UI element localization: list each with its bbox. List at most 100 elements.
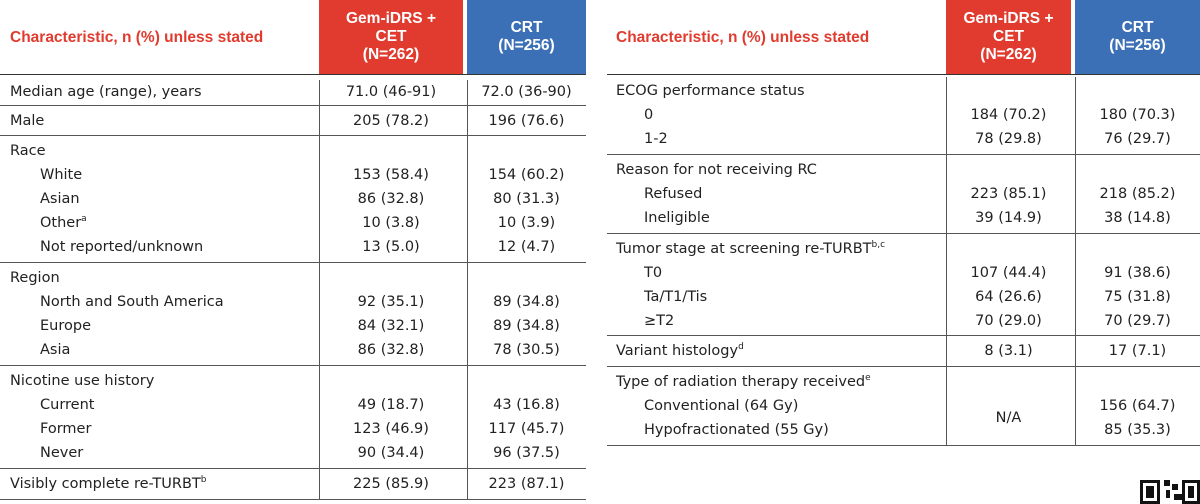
table-row: Variant histologyd 8 (3.1) 17 (7.1) xyxy=(607,339,1200,363)
row-label: Variant histologyd xyxy=(616,339,744,363)
characteristic-header: Characteristic, n (%) unless stated xyxy=(10,29,264,46)
row-label-text: Hypofractionated (55 Gy) xyxy=(644,422,829,438)
row-label-text: Tumor stage at screening re-TURBT xyxy=(616,241,872,257)
row-label-text: Male xyxy=(10,113,45,129)
row-label: Never xyxy=(40,441,83,465)
table-row: Refused 223 (85.1) 218 (85.2) xyxy=(607,182,1200,206)
value-gem-idrs-cet: 223 (85.1) xyxy=(970,186,1047,202)
row-label-text: Nicotine use history xyxy=(10,373,155,389)
footnote-marker: b,c xyxy=(871,240,886,250)
column-divider xyxy=(1075,336,1076,366)
row-label: Europe xyxy=(40,314,91,338)
row-label-text: Never xyxy=(40,445,84,461)
row-label: Median age (range), years xyxy=(10,80,202,104)
row-label: Ta/T1/Tis xyxy=(644,285,707,309)
footnote-marker: b xyxy=(200,475,207,485)
value-crt: 38 (14.8) xyxy=(1104,210,1171,226)
footnote-marker: a xyxy=(81,214,87,224)
value-crt: 43 (16.8) xyxy=(493,397,560,413)
table-row: 1-2 78 (29.8) 76 (29.7) xyxy=(607,127,1200,151)
arm-header-gem-idrs-cet: Gem-iDRS + CET (N=262) xyxy=(946,0,1071,74)
column-divider xyxy=(1075,77,1076,154)
row-label-text: 1-2 xyxy=(644,131,668,147)
row-label-text: White xyxy=(40,167,83,183)
value-crt: 96 (37.5) xyxy=(493,445,560,461)
row-label-text: Refused xyxy=(644,186,703,202)
row-label: Male xyxy=(10,109,44,133)
table-row: Not reported/unknown 13 (5.0) 12 (4.7) xyxy=(0,235,586,259)
value-crt: 76 (29.7) xyxy=(1104,131,1171,147)
value-crt: 78 (30.5) xyxy=(493,342,560,358)
row-label: T0 xyxy=(644,261,662,285)
column-divider xyxy=(467,106,468,135)
value-crt: 117 (45.7) xyxy=(488,421,565,437)
table-row: Ineligible 39 (14.9) 38 (14.8) xyxy=(607,206,1200,230)
table-section: Tumor stage at screening re-TURBTb,c T0 10… xyxy=(607,234,1200,336)
row-label: Race xyxy=(10,139,46,163)
table-section: Nicotine use history Current 49 (18.7) 43 (… xyxy=(0,366,586,469)
table-section: Race White 153 (58.4) 154 (60.2) Asian 86 (32… xyxy=(0,136,586,263)
row-label: White xyxy=(40,163,82,187)
value-gem-idrs-cet: 10 (3.8) xyxy=(362,215,420,231)
value-crt: 89 (34.8) xyxy=(493,318,560,334)
arm-header-line: (N=256) xyxy=(498,37,555,54)
arm-header-line: (N=262) xyxy=(362,46,420,63)
column-divider xyxy=(319,366,320,468)
value-gem-idrs-cet: 70 (29.0) xyxy=(975,313,1042,329)
qr-code xyxy=(1140,480,1200,504)
value-gem-idrs-cet: 90 (34.4) xyxy=(357,445,425,461)
table-row: Reason for not receiving RC xyxy=(607,158,1200,182)
value-crt: 180 (70.3) xyxy=(1099,107,1176,123)
table-section: Male 205 (78.2) 196 (76.6) xyxy=(0,106,586,136)
column-divider xyxy=(467,80,468,105)
table-section: ECOG performance status 0 184 (70.2) 180 (7… xyxy=(607,77,1200,155)
table-row: Type of radiation therapy receivede xyxy=(607,370,1200,394)
row-label: Former xyxy=(40,417,91,441)
row-label: ≥T2 xyxy=(644,309,674,333)
baseline-table-left: Characteristic, n (%) unless stated Gem-i… xyxy=(0,0,586,500)
row-label-text: North and South America xyxy=(40,294,224,310)
arm-header-line: CRT xyxy=(510,19,543,36)
arm-header-line: Gem-iDRS + xyxy=(963,10,1054,27)
row-label: Current xyxy=(40,393,94,417)
arm-header-line: CET xyxy=(375,28,407,45)
column-divider xyxy=(1075,155,1076,233)
column-divider xyxy=(319,469,320,499)
row-label: Refused xyxy=(644,182,702,206)
row-label: Nicotine use history xyxy=(10,369,154,393)
row-label-text: Region xyxy=(10,270,60,286)
row-label: 0 xyxy=(644,103,653,127)
arm-header-line: (N=262) xyxy=(980,46,1037,63)
value-gem-idrs-cet: 153 (58.4) xyxy=(353,167,429,183)
column-divider xyxy=(946,155,947,233)
row-label-text: Ineligible xyxy=(644,210,710,226)
table-row: Europe 84 (32.1) 89 (34.8) xyxy=(0,314,586,338)
value-crt: 10 (3.9) xyxy=(497,215,556,231)
column-divider xyxy=(319,263,320,365)
table-section: Reason for not receiving RC Refused 223 (8… xyxy=(607,155,1200,234)
column-divider xyxy=(467,469,468,499)
arm-header-line: CRT xyxy=(1121,19,1154,36)
table-row: Asia 86 (32.8) 78 (30.5) xyxy=(0,338,586,362)
row-label: ECOG performance status xyxy=(616,79,805,103)
value-gem-idrs-cet: 71.0 (46-91) xyxy=(345,84,437,100)
value-gem-idrs-cet: 13 (5.0) xyxy=(362,239,420,255)
row-label: Tumor stage at screening re-TURBTb,c xyxy=(616,237,885,261)
characteristic-header: Characteristic, n (%) unless stated xyxy=(616,29,870,46)
table-row: Former 123 (46.9) 117 (45.7) xyxy=(0,417,586,441)
row-label: Ineligible xyxy=(644,206,710,230)
row-label: North and South America xyxy=(40,290,224,314)
arm-header-line: Gem-iDRS + xyxy=(345,10,436,27)
row-label-text: Conventional (64 Gy) xyxy=(644,398,799,414)
value-crt: 218 (85.2) xyxy=(1099,186,1176,202)
table-row: Median age (range), years 71.0 (46-91) 72.… xyxy=(0,80,586,104)
table-row: T0 107 (44.4) 91 (38.6) xyxy=(607,261,1200,285)
table-row: Race xyxy=(0,139,586,163)
column-divider xyxy=(1075,367,1076,445)
value-gem-idrs-cet: 8 (3.1) xyxy=(984,343,1033,359)
column-divider xyxy=(467,263,468,365)
table-row: Othera 10 (3.8) 10 (3.9) xyxy=(0,211,586,235)
table-row: ECOG performance status xyxy=(607,79,1200,103)
value-gem-idrs-cet: 205 (78.2) xyxy=(353,113,429,129)
footnote-marker: e xyxy=(865,373,871,383)
